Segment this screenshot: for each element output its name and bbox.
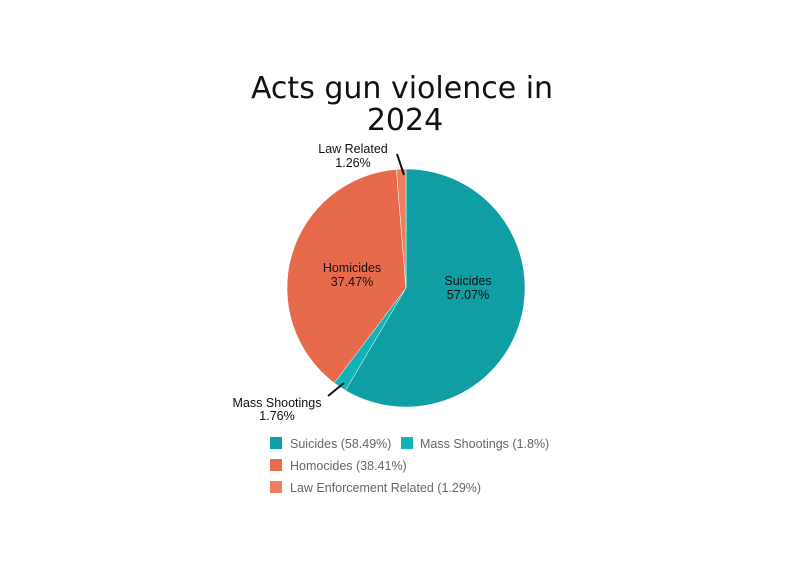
legend-label-mass-shootings: Mass Shootings (1.8%) [420,437,549,451]
slice-label-suicides-percent: 57.07% [447,288,489,302]
legend-label-law-enforcement-related: Law Enforcement Related (1.29%) [290,481,481,495]
legend-swatch-mass-shootings [401,437,413,449]
pie-slice-homicides[interactable] [286,169,407,384]
slice-label-suicides-name: Suicides [444,274,491,288]
legend-item-mass-shootings[interactable]: Mass Shootings (1.8%) [401,437,549,451]
slice-label-mass-shootings-name: Mass Shootings [233,396,322,410]
pie-slice-suicides[interactable] [345,168,526,408]
legend-swatch-law-enforcement-related [270,481,282,493]
pie-slices [286,168,526,408]
slice-label-homicides-name: Homicides [323,261,381,275]
slice-label-homicides-percent: 37.47% [331,275,373,289]
legend-item-suicides[interactable]: Suicides (58.49%) [270,437,391,451]
legend-swatch-suicides [270,437,282,449]
leader-line-law-related [396,153,405,176]
chart-title-line-2: 2024 [367,103,443,138]
slice-label-law-related-percent: 1.26% [335,156,370,170]
slice-label-law-related-name: Law Related [318,142,388,156]
legend-label-homicides: Homocides (38.41%) [290,459,407,473]
legend: Suicides (58.49%) Mass Shootings (1.8%) … [270,437,549,495]
leader-line-mass-shootings [327,382,345,397]
legend-item-law-enforcement-related[interactable]: Law Enforcement Related (1.29%) [270,481,481,495]
legend-swatch-homicides [270,459,282,471]
legend-label-suicides: Suicides (58.49%) [290,437,391,451]
legend-item-homicides[interactable]: Homocides (38.41%) [270,459,407,473]
chart-title-line-1: Acts gun violence in [251,71,553,106]
slice-label-mass-shootings-percent: 1.76% [259,409,294,423]
